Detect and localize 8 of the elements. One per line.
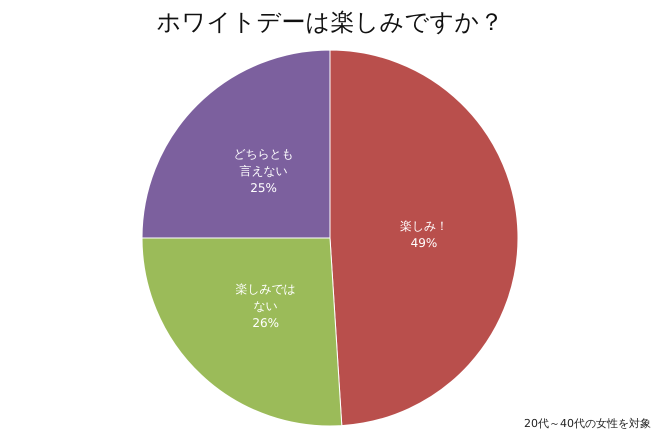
- slice-label: どちらとも言えない: [234, 146, 294, 178]
- text: 20代～40代の女性を対象: [524, 417, 651, 430]
- slice-label: 楽しみ！: [400, 218, 448, 233]
- data-label: 49%: [410, 236, 438, 250]
- slice-label: 楽しみではない: [236, 282, 296, 313]
- data-label: 26%: [252, 316, 279, 330]
- data-label: 25%: [250, 180, 277, 195]
- chart-title: ホワイトデーは楽しみですか？: [156, 8, 504, 36]
